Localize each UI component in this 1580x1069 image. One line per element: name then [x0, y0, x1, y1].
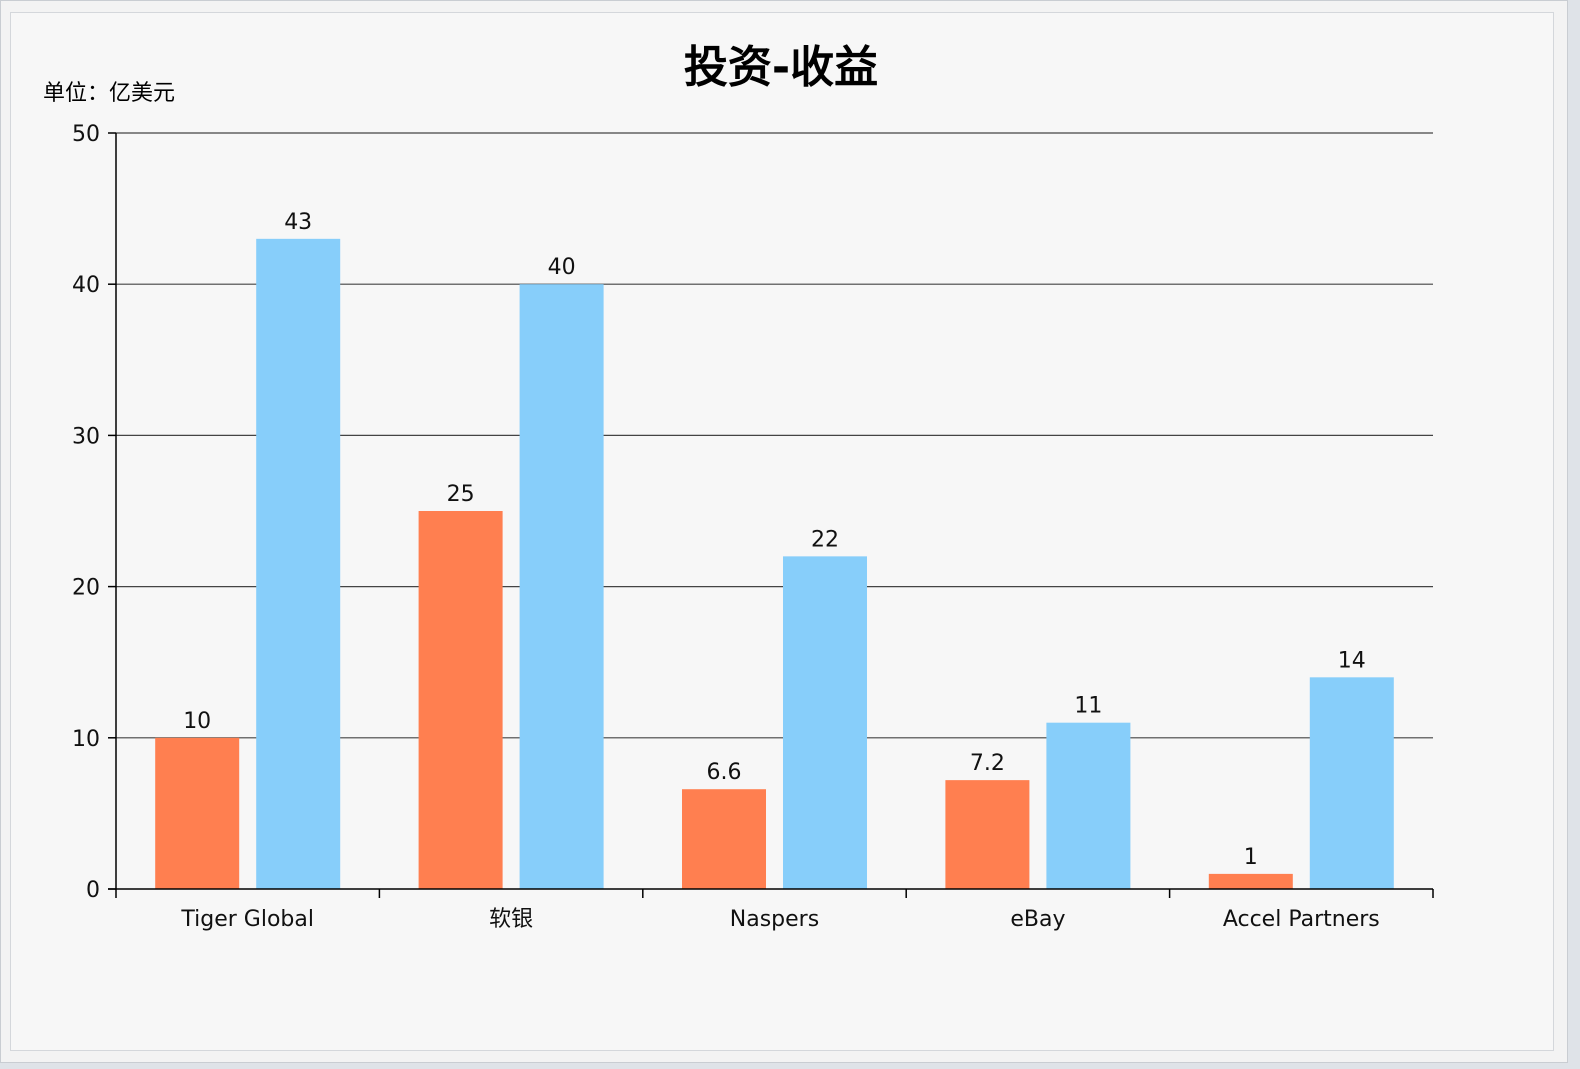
y-tick-label: 10 [72, 727, 100, 752]
x-tick-label: eBay [1010, 907, 1065, 932]
x-tick-label: Accel Partners [1223, 907, 1380, 932]
unit-label: 单位：亿美元 [43, 81, 175, 106]
data-label: 14 [1338, 648, 1366, 673]
y-tick-label: 50 [72, 122, 100, 147]
x-tick-label: Tiger Global [180, 907, 314, 932]
bar [155, 737, 240, 889]
bar [256, 238, 341, 890]
bars [155, 238, 1394, 890]
data-label: 11 [1074, 694, 1102, 719]
data-label: 40 [548, 255, 576, 280]
y-tick-label: 20 [72, 576, 100, 601]
y-tick-label: 0 [86, 878, 100, 903]
bar [1208, 873, 1293, 889]
data-label: 10 [183, 709, 211, 734]
bar [783, 556, 867, 889]
data-label: 25 [447, 482, 475, 507]
bar [1309, 677, 1394, 889]
data-label: 43 [284, 210, 312, 235]
x-tick-label: 软银 [489, 907, 533, 932]
bar [682, 789, 766, 889]
chart-title: 投资-收益 [684, 42, 878, 93]
bar [519, 284, 604, 889]
data-label: 22 [811, 527, 839, 552]
y-tick-label: 40 [72, 273, 100, 298]
data-label: 6.6 [707, 760, 742, 785]
labels: 0 10 20 30 40 50 10 43 Tiger Global 25 40 软银 6.6 22 Na… [72, 122, 1380, 932]
axes [108, 132, 1434, 898]
y-tick-label: 30 [72, 424, 100, 449]
bar [1046, 722, 1131, 889]
bar [418, 511, 503, 889]
data-label: 1 [1244, 845, 1258, 870]
bar [945, 780, 1030, 889]
x-tick-label: Naspers [730, 907, 819, 932]
data-label: 7.2 [970, 751, 1005, 776]
